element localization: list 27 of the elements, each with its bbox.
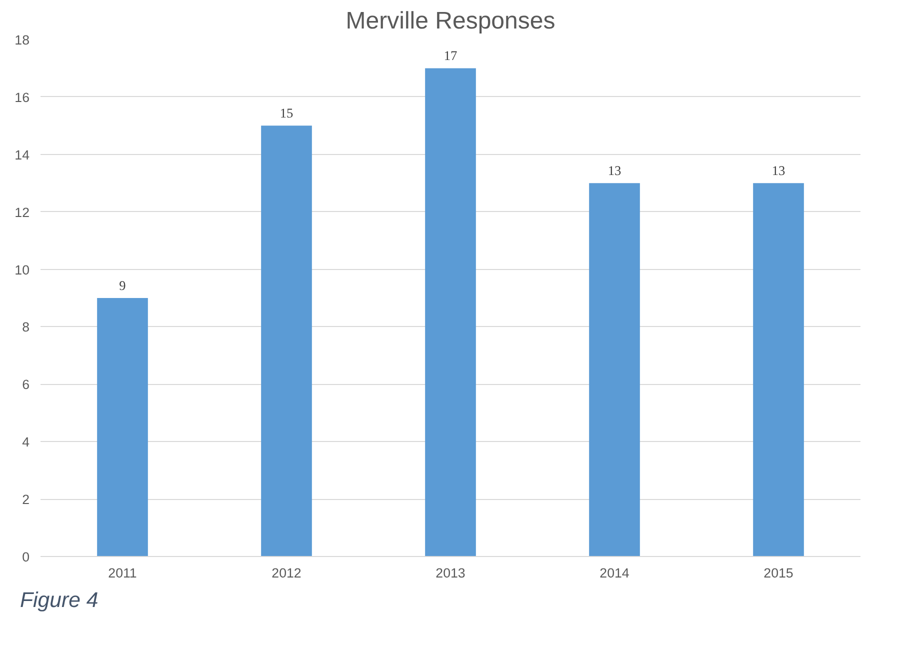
x-tick-label: 2014 [600, 566, 630, 580]
y-tick-label: 2 [22, 492, 30, 508]
y-tick-label: 18 [14, 32, 30, 48]
bar [425, 68, 476, 556]
data-label: 9 [119, 278, 126, 293]
x-tick-label: 2012 [272, 566, 302, 580]
y-tick-label: 16 [14, 90, 30, 105]
chart-title: Merville Responses [346, 8, 556, 34]
x-tick-label: 2013 [436, 566, 466, 580]
data-label: 13 [608, 163, 622, 178]
y-tick-label: 14 [14, 147, 30, 162]
y-tick-label: 8 [22, 320, 30, 335]
x-tick-label: 2011 [108, 566, 137, 580]
y-tick-label: 0 [22, 550, 30, 564]
x-tick-label: 2015 [764, 566, 794, 580]
bar [589, 183, 640, 556]
y-tick-label: 10 [14, 262, 30, 278]
bar [97, 298, 148, 556]
bar [753, 183, 804, 556]
y-tick-label: 12 [14, 204, 30, 220]
y-tick-label: 4 [22, 434, 30, 450]
data-label: 15 [280, 106, 294, 121]
caption: Figure 4 [20, 587, 98, 614]
y-tick-label: 6 [22, 377, 30, 392]
bar [261, 126, 312, 556]
data-label: 13 [772, 163, 786, 178]
data-label: 17 [444, 48, 458, 64]
